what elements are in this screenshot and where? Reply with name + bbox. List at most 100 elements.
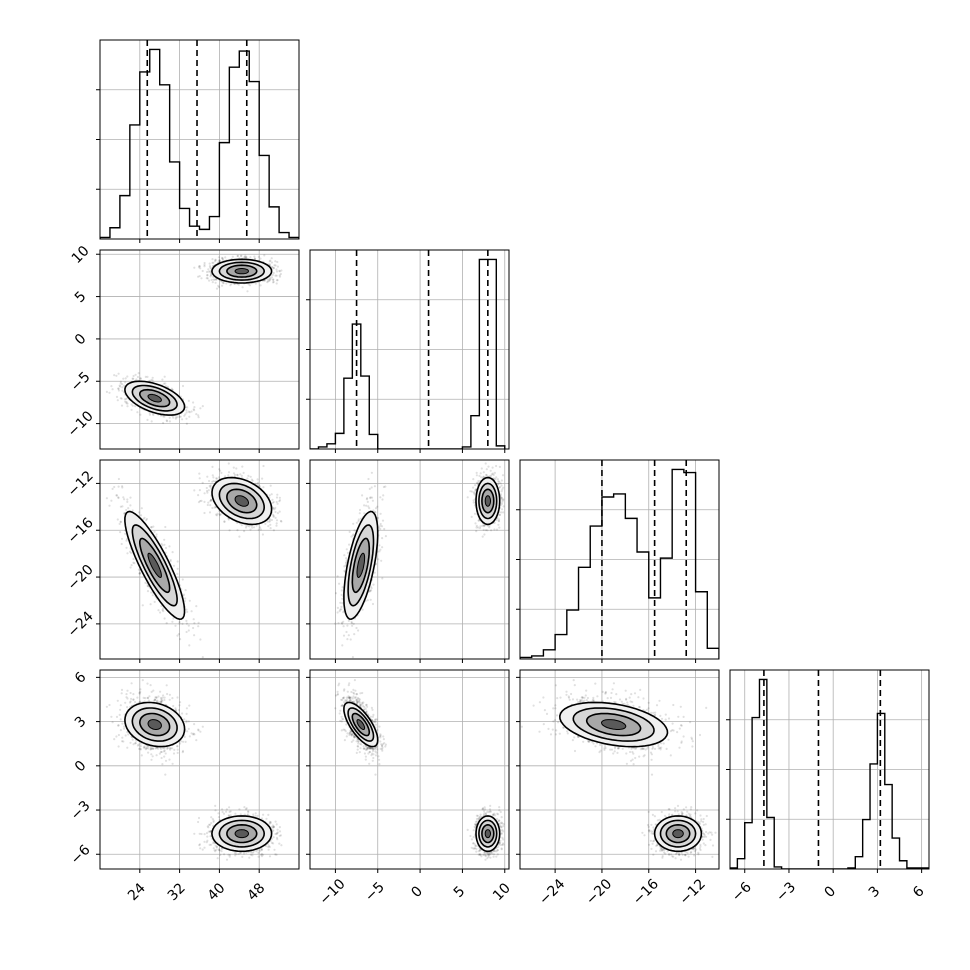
scatter-point xyxy=(120,542,123,546)
scatter-point xyxy=(126,405,129,408)
scatter-point xyxy=(181,418,184,421)
scatter-point xyxy=(124,381,127,384)
scatter-point xyxy=(124,377,127,380)
scatter-point xyxy=(192,401,195,404)
scatter-point xyxy=(176,572,179,576)
scatter-point xyxy=(188,411,191,414)
scatter-point xyxy=(221,258,225,262)
scatter-point xyxy=(212,476,215,479)
scatter-point xyxy=(209,499,212,503)
scatter-point xyxy=(155,535,158,538)
scatter-point xyxy=(123,512,126,515)
scatter-point xyxy=(121,486,124,489)
scatter-point xyxy=(162,421,165,425)
scatter-point xyxy=(219,469,222,472)
scatter-point xyxy=(126,375,129,378)
scatter-point xyxy=(146,375,149,378)
scatter-point xyxy=(209,504,212,507)
scatter-point xyxy=(201,269,204,273)
scatter-point xyxy=(276,279,279,282)
scatter-point xyxy=(220,256,224,259)
scatter-point xyxy=(268,279,271,282)
scatter-point xyxy=(272,271,275,275)
scatter-point xyxy=(256,481,259,484)
panel-content xyxy=(310,460,509,659)
scatter-point xyxy=(141,604,144,607)
scatter-point xyxy=(370,486,373,489)
scatter-point xyxy=(272,267,275,270)
scatter-point xyxy=(275,500,278,504)
scatter-point xyxy=(245,256,248,259)
scatter-point xyxy=(278,269,281,272)
scatter-point xyxy=(201,481,204,484)
scatter-point xyxy=(178,415,181,418)
scatter-point xyxy=(248,525,251,528)
scatter-point xyxy=(256,478,259,481)
scatter-point xyxy=(184,589,187,592)
scatter-point xyxy=(208,479,211,483)
scatter-point xyxy=(243,256,246,259)
scatter-point xyxy=(274,510,277,514)
scatter-point xyxy=(245,255,248,259)
scatter-point xyxy=(119,380,122,383)
scatter-point xyxy=(201,405,204,408)
scatter-point xyxy=(197,416,200,419)
scatter-point xyxy=(169,558,172,562)
scatter-point xyxy=(203,265,206,268)
scatter-point xyxy=(274,516,277,520)
scatter-point xyxy=(146,590,150,593)
scatter-point xyxy=(203,500,206,503)
scatter-point xyxy=(117,387,120,390)
scatter-point xyxy=(251,526,254,529)
scatter-point xyxy=(272,278,275,281)
scatter-point xyxy=(221,284,224,287)
scatter-point xyxy=(272,280,275,283)
scatter-point xyxy=(117,477,120,481)
scatter-point xyxy=(210,273,213,276)
scatter-point xyxy=(218,468,221,471)
scatter-point xyxy=(115,494,119,497)
scatter-point xyxy=(197,414,200,417)
scatter-point xyxy=(276,511,279,515)
scatter-point xyxy=(164,525,167,529)
scatter-point xyxy=(160,604,163,608)
scatter-point xyxy=(171,620,174,623)
scatter-point xyxy=(153,600,156,604)
scatter-point xyxy=(268,278,271,281)
scatter-point xyxy=(211,480,214,483)
scatter-point xyxy=(253,257,256,261)
y-tick-label: −20 xyxy=(65,562,97,594)
scatter-point xyxy=(212,278,215,281)
scatter-point xyxy=(150,526,153,529)
scatter-point xyxy=(274,274,277,277)
scatter-point xyxy=(217,256,220,259)
scatter-point xyxy=(270,276,274,279)
scatter-point xyxy=(174,624,177,627)
scatter-point xyxy=(217,284,220,287)
scatter-point xyxy=(183,599,186,603)
scatter-point xyxy=(249,475,252,478)
histogram-1 xyxy=(310,258,506,449)
scatter-point xyxy=(198,275,201,278)
scatter-point xyxy=(274,506,277,509)
scatter-point xyxy=(215,477,218,480)
scatter-point xyxy=(255,524,258,527)
scatter-point xyxy=(241,465,244,468)
scatter-point xyxy=(238,535,241,538)
scatter-point xyxy=(129,496,132,499)
scatter-point xyxy=(185,622,188,625)
scatter-point xyxy=(121,505,124,508)
scatter-point xyxy=(280,269,283,272)
scatter-point xyxy=(201,656,204,659)
scatter-point xyxy=(219,260,222,263)
scatter-point xyxy=(120,537,124,540)
scatter-point xyxy=(278,275,282,278)
panel-frame xyxy=(99,39,300,240)
scatter-point xyxy=(111,487,114,490)
scatter-point xyxy=(193,622,196,625)
scatter-point xyxy=(192,408,195,411)
scatter-point xyxy=(122,377,125,380)
scatter-point xyxy=(220,471,223,474)
scatter-point xyxy=(126,500,129,503)
panel-content xyxy=(100,250,299,449)
